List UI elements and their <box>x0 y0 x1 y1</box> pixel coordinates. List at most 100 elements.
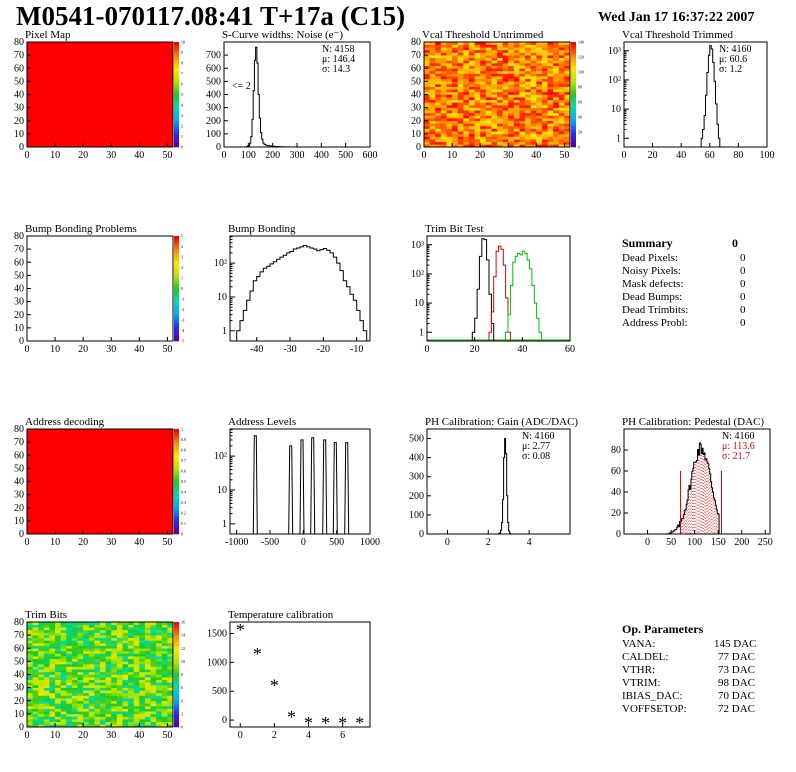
heatmap-cell <box>66 643 73 646</box>
heatmap-cell <box>116 674 123 678</box>
heatmap-cell <box>144 679 151 683</box>
heatmap-cell <box>452 86 458 90</box>
op-param-label: VOFFSETOP: <box>622 703 687 715</box>
heatmap-cell <box>71 632 78 636</box>
heatmap-cell <box>463 78 470 82</box>
heatmap-cell <box>519 70 526 74</box>
heatmap-cell <box>133 716 140 720</box>
heatmap-cell <box>66 664 73 667</box>
heatmap-cell <box>122 653 129 657</box>
heatmap-cell <box>513 49 520 53</box>
stat-sigma: σ: 1.2 <box>719 64 742 75</box>
heatmap-cell <box>547 139 554 143</box>
x-tick-label: 40 <box>134 537 144 548</box>
heatmap-cell <box>525 139 531 143</box>
heatmap-cell <box>167 656 174 660</box>
heatmap-cell <box>122 648 129 652</box>
heatmap-cell <box>55 640 61 644</box>
heatmap-cell <box>133 671 140 675</box>
heatmap-cell <box>128 624 134 628</box>
colorbar-segment <box>571 105 576 108</box>
colorbar-segment <box>174 463 179 467</box>
heatmap-cell <box>156 669 163 673</box>
x-tick-label: 4 <box>527 537 532 548</box>
heatmap-cell <box>519 57 526 61</box>
heatmap-cell <box>71 719 78 723</box>
heatmap-cell <box>480 76 487 80</box>
heatmap-cell <box>513 112 520 116</box>
heatmap-cell <box>94 656 101 660</box>
heatmap-cell <box>536 76 543 80</box>
heatmap-cell <box>491 63 498 66</box>
heatmap-cell <box>49 666 56 670</box>
heatmap-cell <box>156 719 163 723</box>
heatmap-cell <box>139 695 146 699</box>
heatmap-cell <box>100 706 106 709</box>
x-tick-label: 60 <box>565 344 575 355</box>
heatmap-cell <box>558 131 565 135</box>
colorbar-tick-label: 4 <box>181 698 183 703</box>
heatmap-cell <box>541 133 548 137</box>
heatmap-cell <box>558 118 565 122</box>
heatmap-cell <box>519 105 526 108</box>
heatmap-cell <box>519 126 526 129</box>
heatmap-cell <box>457 123 464 127</box>
heatmap-cell <box>139 656 146 660</box>
heatmap-cell <box>446 120 453 124</box>
heatmap-cell <box>440 55 447 59</box>
heatmap-cell <box>94 658 101 662</box>
heatmap-cell <box>150 677 157 681</box>
heatmap-cell <box>122 650 129 654</box>
heatmap-cell <box>71 627 78 631</box>
heatmap-cell <box>446 68 453 72</box>
heatmap-cell <box>116 622 123 625</box>
x-tick-label: 50 <box>162 344 172 355</box>
y-tick-label: 80 <box>14 231 24 242</box>
heatmap-cell <box>485 55 492 59</box>
heatmap-cell <box>547 60 554 64</box>
heatmap-cell <box>128 687 134 691</box>
heatmap-cell <box>60 637 67 641</box>
peak-mark <box>252 435 258 535</box>
heatmap-cell <box>558 78 565 82</box>
y-tick-label: 40 <box>14 670 24 681</box>
heatmap-cell <box>167 629 174 633</box>
heatmap-cell <box>38 703 45 707</box>
heatmap-cell <box>435 52 442 56</box>
heatmap-cell <box>122 721 129 725</box>
heatmap-cell <box>497 49 503 53</box>
heatmap-cell <box>547 141 554 145</box>
heatmap-cell <box>83 637 90 641</box>
heatmap-cell <box>128 719 134 723</box>
heatmap-cell <box>156 653 163 657</box>
heatmap-cell <box>553 81 560 85</box>
heatmap-cell <box>111 627 118 631</box>
heatmap-cell <box>116 666 123 670</box>
op-param-value: 70 DAC <box>718 690 755 702</box>
heatmap-cell <box>485 70 492 74</box>
heatmap-cell <box>32 690 39 694</box>
heatmap-cell <box>43 690 50 694</box>
op-param-value: 72 DAC <box>718 703 755 715</box>
heatmap-cell <box>133 682 140 686</box>
heatmap-cell <box>474 133 481 137</box>
heatmap-cell <box>491 49 498 53</box>
heatmap-cell <box>105 645 112 649</box>
heatmap-cell <box>435 123 442 127</box>
heatmap-cell <box>424 97 430 101</box>
heatmap-cell <box>71 703 78 707</box>
heatmap-cell <box>156 635 163 639</box>
heatmap-cell <box>116 635 123 639</box>
heatmap-cell <box>60 719 67 723</box>
heatmap-cell <box>161 682 168 686</box>
heatmap-cell <box>502 42 509 45</box>
x-tick-label: 0 <box>25 537 30 548</box>
heatmap-cell <box>440 89 447 93</box>
heatmap-cell <box>480 60 487 64</box>
heatmap-cell <box>43 703 50 707</box>
heatmap-cell <box>502 86 509 90</box>
heatmap-cell <box>111 685 118 688</box>
heatmap-cell <box>429 44 436 48</box>
heatmap-cell <box>94 721 101 725</box>
op-param-label: VANA: <box>622 638 656 650</box>
